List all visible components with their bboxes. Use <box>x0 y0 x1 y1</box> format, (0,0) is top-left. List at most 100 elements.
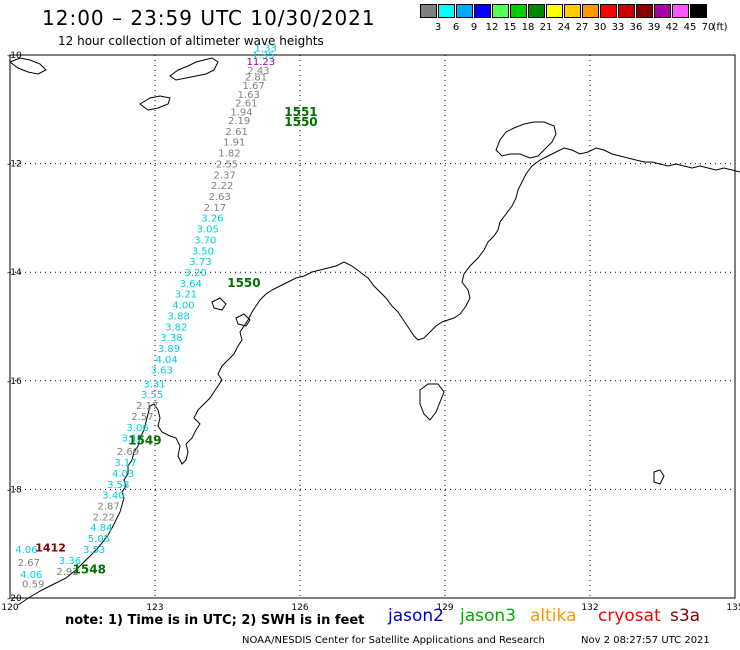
wave-height-value: 4.84 <box>90 523 112 534</box>
scale-swatch <box>492 4 509 18</box>
wave-height-value: 2.69 <box>117 447 139 458</box>
lon-tick-label: 135 <box>726 603 740 613</box>
wave-height-value: 2.37 <box>213 170 235 181</box>
lon-tick-label: 123 <box>146 603 163 613</box>
scale-swatch <box>690 4 707 18</box>
lat-tick-label: -20 <box>7 594 22 604</box>
wave-height-value: 4.04 <box>155 355 177 366</box>
pass-time-label: 1549 <box>128 433 161 447</box>
scale-tick-label: 15 <box>503 22 517 33</box>
pass-time-label: 1548 <box>73 563 106 577</box>
scale-swatch <box>420 4 437 18</box>
lat-tick-label: -14 <box>7 268 22 278</box>
lon-tick-label: 120 <box>1 603 18 613</box>
scale-unit-label: (ft) <box>712 22 728 33</box>
wave-height-value: 2.17 <box>204 203 226 214</box>
scale-swatch <box>510 4 527 18</box>
wave-height-value: 2.57 <box>131 412 153 423</box>
scale-tick-label: 6 <box>452 22 460 33</box>
wave-height-value: 2.61 <box>235 99 257 110</box>
scale-swatch <box>438 4 455 18</box>
wave-height-value: 1.94 <box>230 107 252 118</box>
wave-height-value: 2.22 <box>93 512 115 523</box>
wave-height-value: 3.88 <box>168 311 190 322</box>
wave-height-value: 3.06 <box>126 423 148 434</box>
altimeter-track: 0.594.06 2.923.362.674.06 3.535.054.842.22… <box>15 44 277 591</box>
wave-height-value: 3.82 <box>165 322 187 333</box>
scale-tick-label: 3 <box>434 22 442 33</box>
map-subtitle: 12 hour collection of altimeter wave hei… <box>58 34 324 48</box>
scale-tick-label: 70 <box>701 22 715 33</box>
scale-swatch <box>636 4 653 18</box>
scale-tick-label: 12 <box>485 22 499 33</box>
satellite-legend-item: cryosat <box>598 606 661 626</box>
island-east-1 <box>419 383 445 421</box>
wave-height-value: 3.64 <box>180 279 202 290</box>
cape-york-outline <box>495 121 557 159</box>
wave-height-value: 2.17 <box>136 401 158 412</box>
wave-height-value: 3.05 <box>197 225 219 236</box>
wave-height-value: 3.21 <box>175 290 197 301</box>
scale-swatch <box>474 4 491 18</box>
scale-tick-label: 33 <box>611 22 625 33</box>
scale-tick-label: 9 <box>470 22 478 33</box>
satellite-legend-item: jason3 <box>460 606 516 626</box>
island-north-3 <box>8 57 47 75</box>
wave-height-value: 2.92 <box>56 567 78 578</box>
island-west-1 <box>211 297 227 311</box>
footer-generated-date: Nov 2 08:27:57 UTC 2021 <box>581 635 710 646</box>
island-north-2 <box>139 95 171 111</box>
satellite-legend-item: jason2 <box>388 606 444 626</box>
lat-lon-grid <box>9 54 736 599</box>
scale-swatch <box>546 4 563 18</box>
scale-tick-label: 18 <box>521 22 535 33</box>
scale-tick-label: 39 <box>647 22 661 33</box>
scale-swatch <box>618 4 635 18</box>
scale-tick-label: 36 <box>629 22 643 33</box>
coastline <box>8 57 740 606</box>
pass-time-label-alt: 1412 <box>35 541 66 554</box>
scale-tick-label: 27 <box>575 22 589 33</box>
wave-height-value: 4.00 <box>172 301 194 312</box>
wave-height-value: 3.38 <box>160 333 182 344</box>
scale-swatch <box>582 4 599 18</box>
wave-height-value: 2.55 <box>216 159 238 170</box>
lat-tick-label: -10 <box>7 51 22 61</box>
scale-tick-label: 21 <box>539 22 553 33</box>
island-east-2 <box>653 469 665 485</box>
map-frame <box>9 54 736 599</box>
wave-height-value: 3.70 <box>194 235 216 246</box>
lat-tick-label: -16 <box>7 377 22 387</box>
scale-swatch <box>456 4 473 18</box>
wave-height-value: 2.43 <box>247 66 269 77</box>
lat-tick-label: -18 <box>7 485 22 495</box>
wave-height-value: 2.19 <box>228 116 250 127</box>
satellite-legend-item: altika <box>530 606 577 626</box>
wave-height-value: 3.50 <box>192 246 214 257</box>
scale-swatch <box>564 4 581 18</box>
note-text: note: 1) Time is in UTC; 2) SWH is in fe… <box>65 613 365 628</box>
island-west-2 <box>235 313 251 327</box>
wave-height-value: 3.31 <box>143 379 165 390</box>
scale-swatch <box>600 4 617 18</box>
pass-time-label: 1551 <box>284 105 317 119</box>
scale-tick-label: 42 <box>665 22 679 33</box>
lat-tick-label: -12 <box>7 160 22 170</box>
scale-tick-label: 24 <box>557 22 571 33</box>
wave-height-value: 2.22 <box>211 181 233 192</box>
wave-height-value: 4.06 <box>20 570 42 581</box>
wave-height-value: 2.61 <box>226 127 248 138</box>
island-north-1 <box>169 57 219 81</box>
australia-coastline <box>17 147 740 606</box>
wave-height-value: 5.05 <box>88 534 110 545</box>
scale-swatch <box>672 4 689 18</box>
wave-height-value: 11.23 <box>247 57 276 68</box>
footer-credit: NOAA/NESDIS Center for Satellite Applica… <box>242 635 545 646</box>
lon-tick-label: 126 <box>291 603 308 613</box>
lon-tick-label: 132 <box>581 603 598 613</box>
wave-height-value: 3.55 <box>141 390 163 401</box>
wave-height-value: 3.36 <box>59 556 81 567</box>
